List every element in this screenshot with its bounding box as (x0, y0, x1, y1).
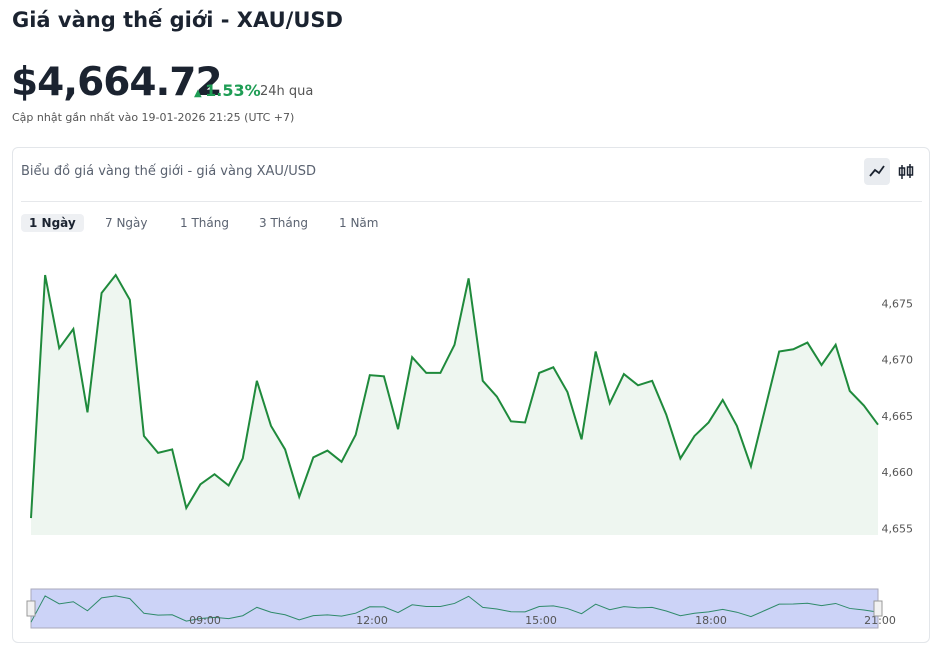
period: 24h qua (260, 84, 314, 99)
price-line (30, 273, 879, 519)
range-tab[interactable]: 1 Ngày (21, 214, 84, 232)
navigator-handle[interactable] (873, 600, 883, 617)
navigator-label: 15:00 (525, 614, 557, 627)
chart-type-switch (864, 158, 914, 185)
y-tick-label: 4,665 (882, 410, 914, 423)
separator (21, 201, 922, 202)
range-tab[interactable]: 7 Ngày (105, 216, 148, 230)
range-tab[interactable]: 1 Năm (339, 216, 379, 230)
y-tick-label: 4,675 (882, 297, 914, 310)
area (31, 275, 878, 535)
navigator-label: 21:00 (864, 614, 896, 627)
candle-icon[interactable] (898, 164, 914, 179)
navigator-line (30, 595, 879, 623)
chart-card (12, 147, 930, 643)
line-icon[interactable] (869, 165, 885, 177)
card-title: Biểu đồ giá vàng thế giới - giá vàng XAU… (21, 164, 317, 179)
navigator (30, 588, 879, 629)
navigator-handle[interactable] (26, 600, 36, 617)
y-tick-label: 4,655 (882, 522, 914, 535)
price: $4,664.72 (11, 60, 223, 105)
range-tab[interactable]: 3 Tháng (259, 216, 308, 230)
page-title: Giá vàng thế giới - XAU/USD (12, 8, 343, 32)
change-value: 1.53% (205, 81, 261, 100)
navigator-label: 18:00 (695, 614, 727, 627)
range-tab[interactable]: 1 Tháng (180, 216, 229, 230)
y-tick-label: 4,670 (882, 354, 914, 367)
updated: Cập nhật gần nhất vào 19-01-2026 21:25 (… (12, 111, 295, 124)
navigator-label: 09:00 (189, 614, 221, 627)
y-tick-label: 4,660 (882, 466, 914, 479)
navigator-label: 12:00 (356, 614, 388, 627)
change: ▲ 1.53% (194, 81, 261, 100)
